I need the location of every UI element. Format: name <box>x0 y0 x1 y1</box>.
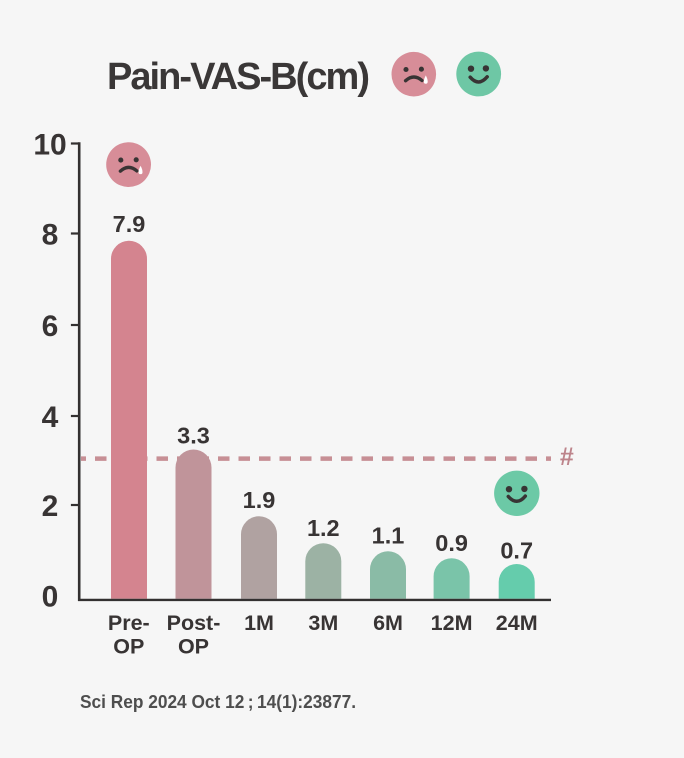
svg-text:10: 10 <box>33 129 66 162</box>
svg-text:0.7: 0.7 <box>500 537 533 563</box>
svg-text:7.9: 7.9 <box>113 211 146 237</box>
svg-text:1.2: 1.2 <box>307 515 340 541</box>
svg-text:1.9: 1.9 <box>243 487 276 513</box>
svg-text:Pain-VAS-B(cm): Pain-VAS-B(cm) <box>107 56 370 98</box>
svg-text:8: 8 <box>42 219 59 252</box>
svg-text:6: 6 <box>42 310 59 343</box>
svg-text:OP: OP <box>178 635 209 659</box>
svg-text:4: 4 <box>42 401 59 434</box>
svg-text:12M: 12M <box>431 611 473 635</box>
svg-text:Sci Rep 2024 Oct 12 ; 14(1):23: Sci Rep 2024 Oct 12 ; 14(1):23877. <box>80 691 356 712</box>
svg-text:2: 2 <box>42 490 59 523</box>
svg-text:3.3: 3.3 <box>177 423 210 449</box>
svg-text:#: # <box>560 443 574 471</box>
svg-text:6M: 6M <box>373 611 403 635</box>
svg-text:OP: OP <box>113 635 144 659</box>
svg-text:0.9: 0.9 <box>435 530 468 556</box>
svg-text:0: 0 <box>42 580 59 613</box>
svg-text:1M: 1M <box>244 611 274 635</box>
svg-text:3M: 3M <box>308 611 338 635</box>
svg-text:1.1: 1.1 <box>372 523 405 549</box>
svg-text:Post-: Post- <box>167 611 221 635</box>
svg-text:Pre-: Pre- <box>108 611 150 635</box>
svg-text:24M: 24M <box>496 611 538 635</box>
